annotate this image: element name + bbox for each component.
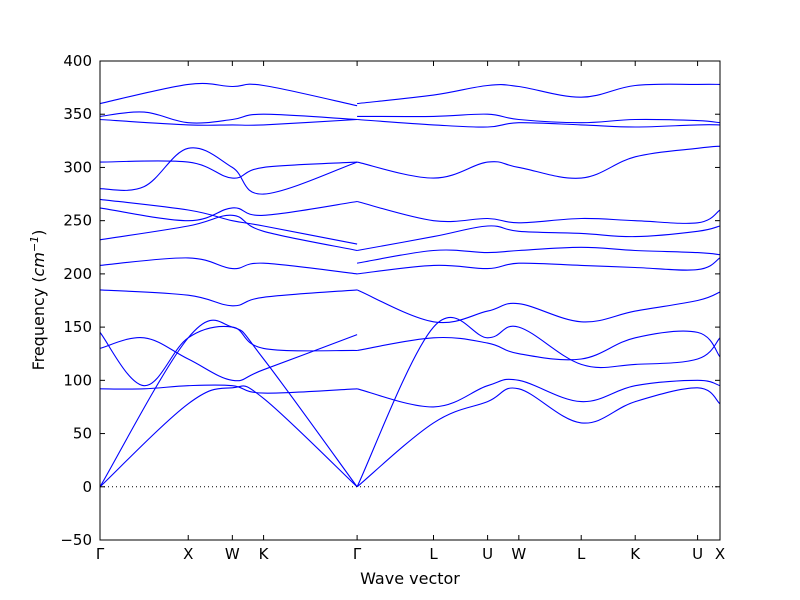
- band-line-13: [99, 160, 358, 179]
- y-axis-label-exponent: −1: [28, 236, 41, 252]
- x-tick-label-6: U: [482, 545, 493, 563]
- band-line-16: [99, 82, 358, 107]
- band-line-18: [357, 330, 721, 361]
- band-line-8: [99, 257, 358, 275]
- band-line-4: [99, 384, 358, 394]
- x-tick-label-7: W: [511, 545, 526, 563]
- y-axis-label-close: ): [29, 230, 48, 236]
- y-tick-label-5: 200: [63, 265, 92, 283]
- x-tick-label-1: X: [183, 545, 193, 563]
- band-line-23: [356, 200, 721, 224]
- band-line-7: [99, 289, 358, 307]
- band-line-12: [99, 147, 358, 195]
- plot-frame: [99, 60, 721, 541]
- y-tick-label-3: 100: [63, 371, 92, 389]
- band-line-9: [99, 214, 358, 252]
- band-line-27: [357, 83, 721, 105]
- y-tick-label-4: 150: [63, 318, 92, 336]
- band-line-14: [99, 118, 358, 126]
- band-line-11: [99, 198, 358, 245]
- y-tick-label-2: 50: [73, 425, 92, 443]
- x-tick-label-5: L: [429, 545, 438, 563]
- band-line-25: [357, 118, 721, 128]
- y-axis-label-unit: cm: [29, 252, 48, 276]
- x-tick-label-8: L: [577, 545, 586, 563]
- x-tick-label-3: K: [259, 545, 270, 563]
- y-ticks: −50 0 50 100 150 200 250 300 350 400: [60, 52, 720, 549]
- y-tick-label-1: 0: [82, 478, 92, 496]
- band-line-0: [99, 385, 358, 488]
- y-tick-label-8: 350: [63, 105, 92, 123]
- band-line-17: [356, 378, 721, 408]
- x-tick-label-0: Γ: [96, 545, 105, 563]
- band-line-15: [99, 111, 358, 124]
- band-line-2: [356, 387, 721, 488]
- band-line-24: [356, 145, 721, 179]
- x-tick-label-4: Γ: [353, 545, 362, 563]
- x-tick-label-11: X: [715, 545, 725, 563]
- band-line-10: [99, 200, 358, 222]
- x-axis-label: Wave vector: [360, 569, 460, 588]
- band-line-22: [357, 225, 721, 252]
- x-tick-label-2: W: [225, 545, 240, 563]
- band-line-19: [356, 289, 721, 324]
- band-line-3: [356, 317, 721, 488]
- y-tick-label-7: 300: [63, 158, 92, 176]
- band-line-26: [357, 113, 721, 124]
- y-axis-label: Frequency (cm−1): [28, 230, 48, 371]
- x-tick-label-9: K: [630, 545, 641, 563]
- band-line-21: [357, 246, 721, 264]
- plot-frame-group: [99, 60, 721, 541]
- y-tick-label-6: 250: [63, 212, 92, 230]
- y-axis-label-main: Frequency (: [29, 276, 48, 370]
- plot-lines: [99, 82, 721, 488]
- band-line-5: [99, 334, 358, 382]
- band-line-6: [99, 325, 358, 387]
- y-tick-label-0: −50: [60, 531, 92, 549]
- x-tick-label-10: U: [692, 545, 703, 563]
- band-line-20: [357, 257, 721, 275]
- y-tick-label-9: 400: [63, 52, 92, 70]
